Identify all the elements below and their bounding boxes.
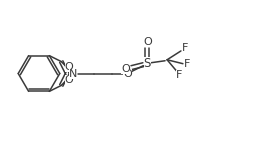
Text: F: F	[176, 70, 182, 80]
Text: F: F	[184, 59, 190, 69]
Text: O: O	[121, 64, 130, 74]
Text: O: O	[65, 75, 74, 85]
Text: N: N	[69, 70, 77, 80]
Text: S: S	[144, 57, 151, 70]
Text: F: F	[182, 43, 188, 53]
Text: O: O	[123, 69, 132, 78]
Text: O: O	[143, 37, 152, 47]
Text: O: O	[65, 62, 74, 72]
